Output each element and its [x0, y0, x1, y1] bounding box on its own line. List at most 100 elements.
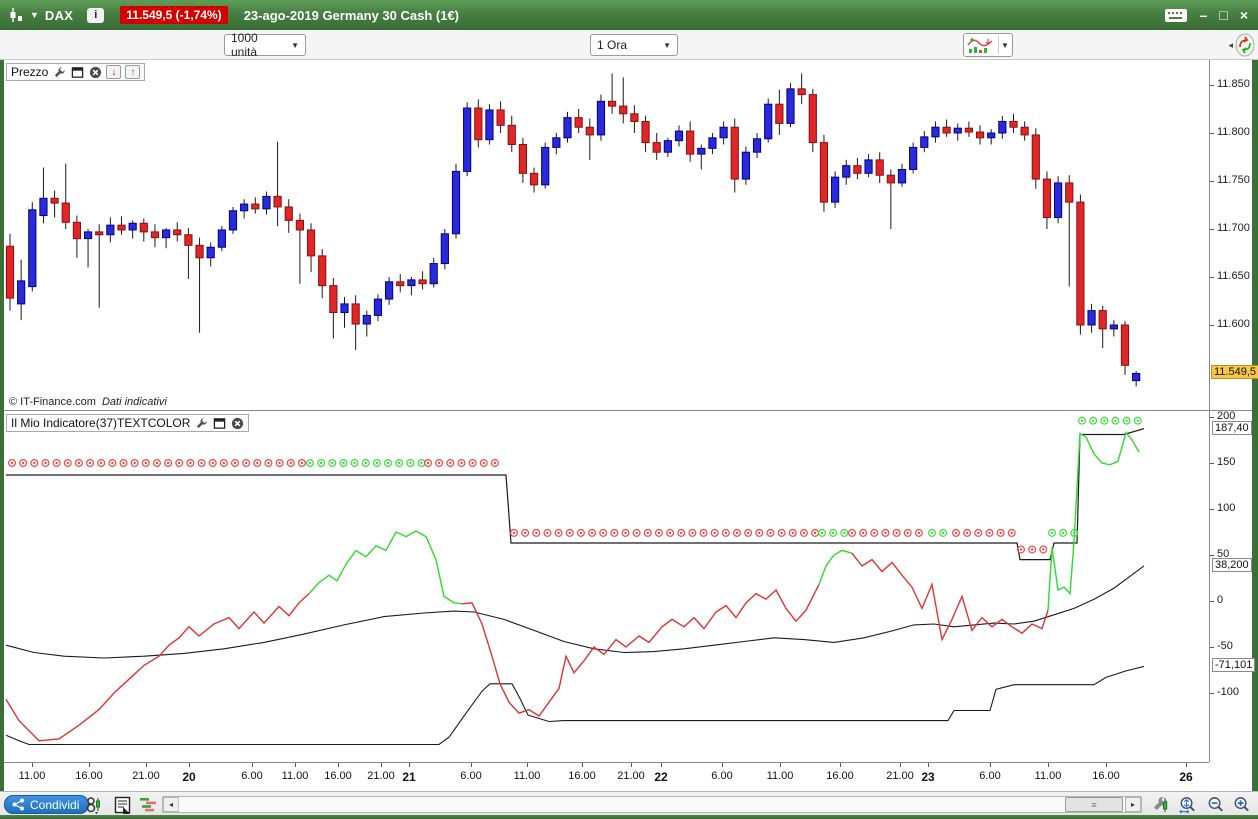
signal-marker-dot — [219, 458, 228, 467]
signal-marker-dot — [152, 458, 161, 467]
candle — [262, 195, 271, 210]
timeframe-dropdown-value: 1 Ora — [597, 38, 628, 52]
signal-marker-dot-core — [233, 461, 237, 465]
signal-marker-dot-core — [437, 461, 441, 465]
signal-marker-dot-core — [895, 531, 898, 535]
info-badge[interactable]: i — [87, 7, 105, 23]
axis-tick — [146, 763, 147, 767]
share-button[interactable]: Condividi — [4, 795, 90, 814]
minimize-button[interactable]: – — [1199, 7, 1208, 23]
signal-marker-dot — [446, 458, 455, 467]
signal-marker-dot — [985, 528, 994, 537]
signal-marker-dot — [457, 458, 466, 467]
candle — [318, 255, 327, 287]
time-axis-label: 6.00 — [711, 770, 733, 782]
signal-marker-dot-core — [988, 531, 991, 535]
close-circle-icon[interactable] — [230, 417, 244, 430]
signal-marker-dot-core — [646, 531, 649, 535]
time-axis-label: 21.00 — [886, 770, 914, 782]
candle — [340, 303, 349, 314]
axis-tick — [1210, 228, 1214, 230]
price-axis-label: 11.750 — [1217, 174, 1250, 186]
timeframe-dropdown[interactable]: 1 Ora ▼ — [590, 34, 678, 56]
zoom-out-icon[interactable] — [1206, 795, 1226, 814]
maximize-button[interactable]: □ — [1219, 7, 1228, 23]
price-axis-label: 11.650 — [1217, 270, 1250, 282]
signal-marker-dot-core — [319, 461, 323, 465]
signal-marker-dot — [1111, 416, 1120, 425]
units-dropdown[interactable]: 1000 unità ▼ — [224, 31, 306, 59]
signal-marker-dot-core — [965, 531, 969, 535]
zoom-in-icon[interactable] — [1232, 795, 1252, 814]
signal-marker-dot — [97, 458, 106, 467]
axis-tick — [1210, 324, 1214, 326]
signal-marker-dot — [927, 528, 936, 537]
signal-marker-dot-core — [44, 461, 47, 465]
signal-marker-dot — [264, 458, 273, 467]
candle — [173, 229, 182, 236]
candle — [1087, 310, 1096, 326]
linked-charts-icon[interactable] — [84, 795, 104, 814]
wrench-icon[interactable] — [52, 66, 66, 79]
oscillator-line — [461, 584, 820, 717]
signal-marker-dot — [1122, 416, 1131, 425]
scroll-right-button[interactable]: ▸ — [1125, 797, 1141, 812]
close-circle-icon[interactable] — [88, 66, 102, 79]
chart-settings-icon[interactable] — [1150, 795, 1170, 814]
news-icon[interactable] — [112, 795, 132, 814]
signal-marker-dot — [1028, 545, 1037, 554]
price-axis-label: 11.850 — [1217, 78, 1250, 90]
price-axis-label: 11.800 — [1217, 126, 1250, 138]
signal-marker-dot-core — [820, 531, 824, 535]
candle — [50, 197, 59, 204]
instrument-dropdown-caret[interactable]: ▼ — [30, 10, 39, 20]
signal-marker-dot-core — [746, 531, 750, 535]
signal-marker-dot-core — [568, 531, 571, 535]
signal-marker-dot — [1077, 416, 1086, 425]
chevron-down-icon: ▼ — [291, 40, 299, 50]
move-pane-up-icon[interactable]: ↑ — [125, 65, 141, 79]
candle — [1054, 182, 1063, 218]
zoom-fit-icon[interactable] — [1178, 795, 1198, 814]
signal-marker-dot-core — [930, 531, 934, 535]
orderbook-icon[interactable] — [138, 795, 158, 814]
signal-marker-dot — [829, 528, 838, 537]
signal-marker-dot — [208, 458, 217, 467]
candle — [206, 246, 215, 259]
detach-window-icon[interactable] — [212, 417, 226, 430]
candle — [195, 244, 204, 259]
time-scrollbar[interactable]: ◂ ≡ ▸ — [162, 796, 1142, 813]
candle — [518, 144, 527, 174]
indicator-chart-svg[interactable] — [4, 411, 1209, 762]
signal-marker-dot-core — [635, 531, 638, 535]
signal-marker-dot — [197, 458, 206, 467]
units-dropdown-value: 1000 unità — [231, 31, 258, 59]
add-indicator-button[interactable]: ▼ — [963, 33, 1013, 57]
scroll-left-button[interactable]: ◂ — [163, 797, 179, 812]
signal-marker-dot — [317, 458, 326, 467]
candle — [619, 105, 628, 115]
time-axis-label: 16.00 — [826, 770, 854, 782]
indicator-value-tag: 187,40 — [1212, 420, 1252, 435]
price-chart-svg[interactable] — [4, 60, 1209, 411]
candle — [652, 142, 661, 153]
close-button[interactable]: × — [1239, 7, 1248, 23]
signal-marker-dot-core — [523, 531, 527, 535]
signal-marker-dot-core — [420, 461, 423, 465]
sidebar-collapse-control[interactable]: ◂ — [1228, 33, 1256, 57]
candle — [5, 245, 15, 299]
signal-marker-dot-core — [331, 461, 334, 465]
signal-marker-dot-core — [1073, 531, 1076, 535]
time-axis-label: 16.00 — [75, 770, 103, 782]
move-pane-down-icon[interactable]: ↓ — [106, 65, 122, 79]
candle — [775, 103, 784, 124]
signal-marker-dot-core — [590, 531, 594, 535]
signal-marker-dot — [328, 458, 337, 467]
signal-marker-dot-core — [409, 461, 412, 465]
axis-tick — [252, 763, 253, 767]
indicator-panel: Il Mio Indicatore(37)TEXTCOLOR 200 150 100… — [4, 410, 1256, 762]
scrollbar-thumb[interactable]: ≡ — [1065, 797, 1123, 812]
detach-window-icon[interactable] — [70, 66, 84, 79]
keyboard-icon[interactable] — [1164, 8, 1188, 23]
wrench-icon[interactable] — [194, 417, 208, 430]
